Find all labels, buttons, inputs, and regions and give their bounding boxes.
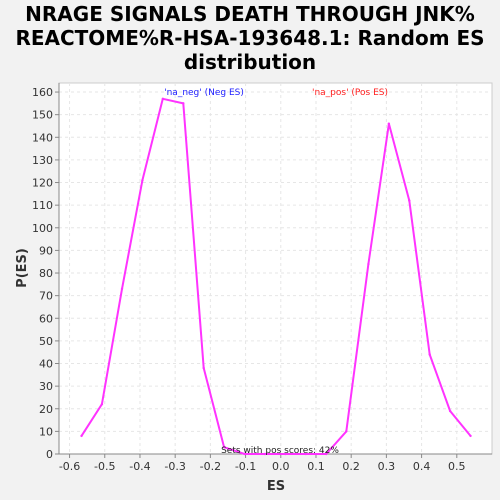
x-tick-label: 0.5 [448,460,466,473]
chart-title: NRAGE SIGNALS DEATH THROUGH JNK% REACTOM… [0,2,500,74]
y-tick-label: 20 [39,403,53,416]
chart-title-line-1: NRAGE SIGNALS DEATH THROUGH JNK% [25,2,475,26]
x-axis-ticks: -0.6 -0.5 -0.4 -0.3 -0.2 -0.1 0.0 0.1 0.2 0.3 0.4 0… [59,454,466,473]
y-tick-label: 130 [32,154,53,167]
x-tick-label: 0.2 [342,460,360,473]
y-axis-ticks: 0 10 20 30 40 50 60 70 80 90 100 110 120 130 140 150 160 [32,86,59,461]
x-tick-label: 0.0 [272,460,290,473]
data-point [80,434,83,438]
y-tick-label: 40 [39,358,53,371]
x-tick-label: 0.3 [378,460,396,473]
data-point [182,102,185,105]
y-tick-label: 160 [32,86,53,99]
data-point [387,122,391,125]
y-tick-label: 140 [32,131,53,144]
y-tick-label: 120 [32,177,53,190]
y-tick-label: 10 [39,425,53,438]
x-tick-label: -0.3 [164,460,185,473]
data-point [284,452,287,456]
legend-pos: 'na_pos' (Pos ES) [312,88,388,98]
y-tick-label: 80 [39,267,53,280]
y-axis-label: P(ES) [15,248,30,288]
data-point [345,430,348,433]
series-layer [80,97,472,456]
x-tick-label: -0.6 [59,460,80,473]
x-tick-label: -0.1 [235,460,256,473]
distribution-line [80,97,472,455]
y-tick-label: 100 [32,222,53,235]
data-point [469,434,472,438]
y-tick-label: 50 [39,335,53,348]
y-tick-label: 110 [32,199,53,212]
data-point [367,262,370,266]
y-tick-label: 70 [39,290,53,303]
x-axis-label: ES [267,479,285,494]
x-tick-label: 0.4 [413,460,431,473]
data-point [448,409,452,413]
plot-area [58,82,493,455]
x-tick-label: -0.2 [200,460,221,473]
chart-title-line-2: REACTOME%R-HSA-193648.1: Random ES [15,26,485,50]
data-point [243,452,246,456]
chart-title-line-3: distribution [183,50,317,74]
data-point [222,446,226,449]
data-point [100,403,104,406]
x-tick-label: -0.5 [94,460,115,473]
data-point [304,452,307,456]
data-point [263,452,267,456]
data-point [120,287,124,291]
data-point [161,97,165,101]
data-point [408,199,411,202]
legend-neg: 'na_neg' (Neg ES) [164,88,244,98]
x-tick-label: -0.4 [129,460,150,473]
data-point [324,452,328,456]
data-point [202,366,205,370]
pos-score-annotation: Sets with pos scores: 42% [221,446,339,456]
y-tick-label: 90 [39,244,53,257]
data-point [428,353,431,356]
y-tick-label: 60 [39,312,53,325]
data-point [141,179,144,182]
x-tick-label: 0.1 [307,460,325,473]
y-tick-label: 30 [39,380,53,393]
y-tick-label: 0 [46,448,53,461]
y-tick-label: 150 [32,109,53,122]
